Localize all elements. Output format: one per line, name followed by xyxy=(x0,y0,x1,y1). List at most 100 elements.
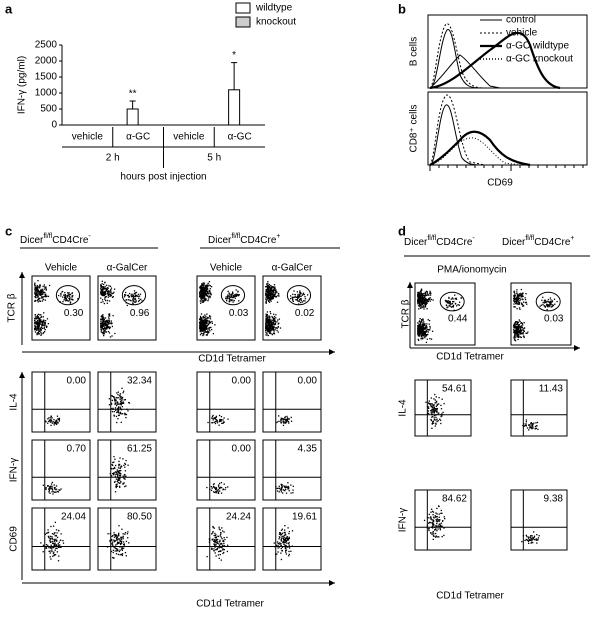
event-dot xyxy=(434,529,436,531)
event-dot xyxy=(49,550,51,552)
event-dot xyxy=(114,332,116,335)
event-dot xyxy=(40,292,42,294)
event-dot xyxy=(204,328,206,331)
event-dot xyxy=(427,319,429,321)
event-dot xyxy=(102,319,104,321)
event-dot xyxy=(436,403,439,406)
event-dot xyxy=(214,324,216,326)
event-dot xyxy=(205,299,207,302)
event-dot xyxy=(68,295,71,297)
event-dot xyxy=(270,292,272,295)
event-dot xyxy=(519,333,521,335)
event-dot xyxy=(292,300,294,303)
event-dot xyxy=(268,285,270,287)
event-dot xyxy=(59,546,62,548)
event-dot xyxy=(435,423,437,425)
event-dot xyxy=(445,304,448,306)
event-dot xyxy=(301,301,304,303)
event-dot xyxy=(539,305,541,307)
event-dot xyxy=(107,292,109,294)
event-dot xyxy=(266,334,268,336)
event-dot xyxy=(110,408,113,410)
event-dot xyxy=(280,529,283,531)
event-dot xyxy=(36,317,38,319)
event-dot xyxy=(273,320,275,322)
event-dot xyxy=(266,317,268,319)
event-dot xyxy=(202,326,205,328)
event-dot xyxy=(214,536,216,539)
event-dot xyxy=(102,294,104,297)
event-dot xyxy=(516,307,518,310)
event-dot xyxy=(524,301,527,304)
event-dot xyxy=(53,554,55,557)
event-dot xyxy=(43,324,45,326)
event-dot xyxy=(112,473,114,475)
event-dot xyxy=(104,323,107,326)
event-dot xyxy=(291,545,293,547)
event-dot xyxy=(527,537,530,539)
event-dot xyxy=(289,295,292,297)
gate-value: 0.30 xyxy=(64,308,84,319)
event-dot xyxy=(282,541,284,544)
event-dot xyxy=(432,299,434,301)
event-dot xyxy=(216,490,219,492)
event-dot xyxy=(37,313,40,315)
event-dot xyxy=(421,301,424,303)
event-dot xyxy=(417,331,419,334)
event-dot xyxy=(268,331,271,333)
event-dot xyxy=(516,298,518,301)
event-dot xyxy=(51,550,53,553)
event-dot xyxy=(121,396,124,399)
event-dot xyxy=(424,327,426,330)
plot-frame xyxy=(262,439,322,501)
event-dot xyxy=(425,303,427,305)
event-dot xyxy=(435,518,437,521)
event-dot xyxy=(513,337,515,339)
event-dot xyxy=(59,539,62,542)
event-dot xyxy=(119,457,121,459)
event-dot xyxy=(201,320,204,323)
event-dot xyxy=(281,528,284,530)
event-dot xyxy=(525,423,527,425)
event-dot xyxy=(116,401,119,403)
event-dot xyxy=(226,295,229,298)
event-dot xyxy=(114,475,117,477)
event-dot xyxy=(523,327,526,329)
event-dot xyxy=(118,525,120,527)
event-dot xyxy=(518,325,520,327)
event-dot xyxy=(118,472,120,474)
event-dot xyxy=(216,538,219,541)
event-dot xyxy=(201,288,203,290)
event-dot xyxy=(422,330,425,333)
event-dot xyxy=(62,300,64,303)
event-dot xyxy=(200,319,202,321)
event-dot xyxy=(200,332,202,334)
event-dot xyxy=(34,324,36,327)
event-dot xyxy=(42,296,45,298)
event-dot xyxy=(208,322,210,324)
event-dot xyxy=(433,408,436,410)
event-dot xyxy=(418,328,421,331)
event-dot xyxy=(551,300,554,302)
event-dot xyxy=(303,293,305,296)
event-dot xyxy=(441,415,443,417)
event-dot xyxy=(103,320,105,322)
event-dot xyxy=(121,413,124,415)
event-dot xyxy=(272,290,274,293)
event-dot xyxy=(52,525,55,527)
event-dot xyxy=(40,331,42,334)
event-dot xyxy=(212,486,215,488)
event-dot xyxy=(55,419,58,421)
event-dot xyxy=(426,300,428,302)
event-dot xyxy=(428,297,430,300)
event-dot xyxy=(441,413,443,415)
event-dot xyxy=(438,536,440,538)
event-dot xyxy=(220,415,223,418)
event-dot xyxy=(213,548,215,550)
event-dot xyxy=(278,491,280,493)
event-dot xyxy=(422,302,424,304)
event-dot xyxy=(138,295,141,297)
event-dot xyxy=(127,299,130,301)
event-dot xyxy=(542,301,544,304)
event-dot xyxy=(205,319,208,321)
